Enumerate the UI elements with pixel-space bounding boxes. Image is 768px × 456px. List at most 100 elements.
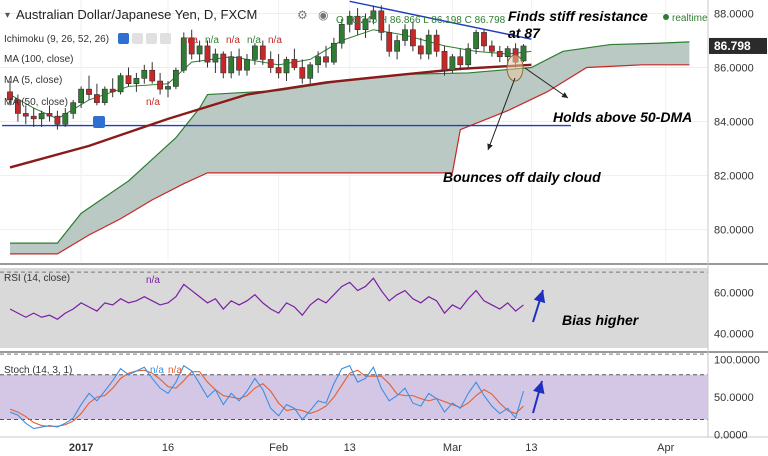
- resistance-trendline: [349, 0, 532, 40]
- stoch-d-value: n/a: [168, 365, 182, 376]
- rsi-line: [9, 277, 524, 320]
- ma-settings-button[interactable]: [93, 116, 105, 128]
- candle-body: [188, 37, 195, 55]
- candle-body: [465, 48, 472, 66]
- main-y-tick: 84.0000: [714, 117, 754, 129]
- stoch-label[interactable]: Stoch (14, 3, 1): [4, 365, 72, 376]
- candle-body: [78, 88, 84, 103]
- ichimoku-settings-button[interactable]: [132, 33, 143, 44]
- candle-body: [70, 102, 77, 114]
- settings-icon[interactable]: ⚙: [297, 8, 308, 22]
- candle-body: [15, 99, 21, 114]
- candle-body: [62, 113, 69, 125]
- price-tag-text: 86.798: [714, 39, 751, 53]
- last-price-tag: 86.798: [709, 37, 767, 54]
- ichimoku-close-button[interactable]: [160, 33, 171, 44]
- candle-body: [236, 56, 242, 71]
- ma5-label[interactable]: MA (5, close): [4, 75, 62, 86]
- annotation-resistance-line2: at 87: [508, 25, 541, 41]
- candle-body: [338, 24, 345, 44]
- x-tick: Feb: [269, 442, 288, 454]
- candlesticks: [7, 5, 527, 130]
- rsi-y-axis: 60.0000 40.0000: [714, 288, 754, 341]
- stoch-y-tick: 50.0000: [714, 392, 754, 404]
- candle-body: [496, 51, 503, 58]
- candle-body: [109, 88, 116, 93]
- ichimoku-value-1: n/a: [184, 35, 198, 46]
- candle-body: [481, 32, 487, 47]
- x-axis: 2017 16 Feb 13 Mar 13 Apr: [69, 442, 675, 454]
- x-tick: 2017: [69, 442, 93, 454]
- cloud-upper-edge: [10, 41, 690, 244]
- indicator-legend: Ichimoku (9, 26, 52, 26) n/a n/a n/a n/a…: [4, 33, 282, 376]
- candle-body: [125, 75, 132, 85]
- ichimoku-eye-button[interactable]: [118, 33, 129, 44]
- ma50-label[interactable]: MA (50, close): [4, 97, 68, 108]
- candle-body: [133, 78, 140, 85]
- rsi-arrow: [532, 289, 546, 323]
- stoch-d-line: [9, 369, 524, 427]
- candle-body: [244, 59, 250, 71]
- rsi-label[interactable]: RSI (14, close): [4, 273, 70, 284]
- rsi-grid: [0, 271, 708, 355]
- candle-body: [504, 48, 511, 58]
- rsi-y-tick: 60.0000: [714, 288, 754, 300]
- x-tick: Mar: [443, 442, 462, 454]
- candle-body: [323, 56, 329, 63]
- candle-body: [417, 45, 424, 55]
- candle-body: [141, 69, 148, 79]
- rsi-panel-bg: [0, 268, 708, 348]
- candle-body: [196, 45, 203, 55]
- candle-body: [409, 29, 416, 47]
- candle-body: [386, 32, 393, 52]
- candle-body: [402, 29, 408, 41]
- annotation-dma-arrow: [524, 67, 569, 99]
- eye-icon[interactable]: ◉: [318, 8, 328, 22]
- candle-body: [378, 10, 385, 33]
- stoch-y-tick: 100.0000: [714, 355, 760, 367]
- candle-body: [362, 18, 369, 31]
- candle-body: [220, 53, 227, 74]
- ma50-value: n/a: [146, 97, 160, 108]
- ichimoku-cloud: [10, 41, 690, 255]
- ichimoku-value-4: n/a: [247, 35, 261, 46]
- x-tick: 16: [162, 442, 174, 454]
- candle-body: [86, 88, 92, 95]
- symbol-title: Australian Dollar/Japanese Yen, D, FXCM: [16, 7, 257, 22]
- stoch-band-fill: [0, 374, 708, 420]
- rsi-y-tick: 40.0000: [714, 329, 754, 341]
- candle-body: [299, 67, 306, 79]
- candle-body: [488, 45, 495, 52]
- main-y-tick: 80.0000: [714, 225, 754, 237]
- collapse-icon[interactable]: ▾: [5, 10, 10, 21]
- candle-body: [165, 86, 171, 90]
- rsi-series: [9, 277, 524, 320]
- candle-body: [394, 40, 400, 52]
- realtime-dot: [663, 14, 669, 20]
- annotation-cloud: Bounces off daily cloud: [443, 169, 601, 185]
- stoch-series: [9, 364, 525, 430]
- annotation-dma: Holds above 50-DMA: [553, 109, 692, 125]
- x-tick: 13: [525, 442, 537, 454]
- ichimoku-value-3: n/a: [226, 35, 240, 46]
- x-tick: Apr: [657, 442, 674, 454]
- candle-body: [520, 45, 527, 62]
- candle-body: [307, 64, 314, 79]
- ichimoku-buttons: [118, 33, 171, 44]
- annotation-resistance-line1: Finds stiff resistance: [508, 8, 648, 24]
- ma100-label[interactable]: MA (100, close): [4, 54, 73, 65]
- ichimoku-label[interactable]: Ichimoku (9, 26, 52, 26): [4, 34, 109, 45]
- candle-body: [228, 56, 235, 74]
- ichimoku-value-2: n/a: [205, 35, 219, 46]
- trendline: [349, 0, 532, 40]
- candle-body: [252, 45, 258, 60]
- stoch-y-axis: 100.0000 50.0000 0.0000: [714, 355, 760, 442]
- candle-body: [449, 56, 456, 71]
- annotation-bias: Bias higher: [562, 312, 640, 328]
- ichimoku-add-button[interactable]: [146, 33, 157, 44]
- realtime-label: realtime: [672, 13, 708, 24]
- candle-body: [94, 94, 100, 103]
- candle-body: [259, 45, 266, 60]
- candle-body: [283, 59, 290, 74]
- candle-body: [173, 69, 179, 87]
